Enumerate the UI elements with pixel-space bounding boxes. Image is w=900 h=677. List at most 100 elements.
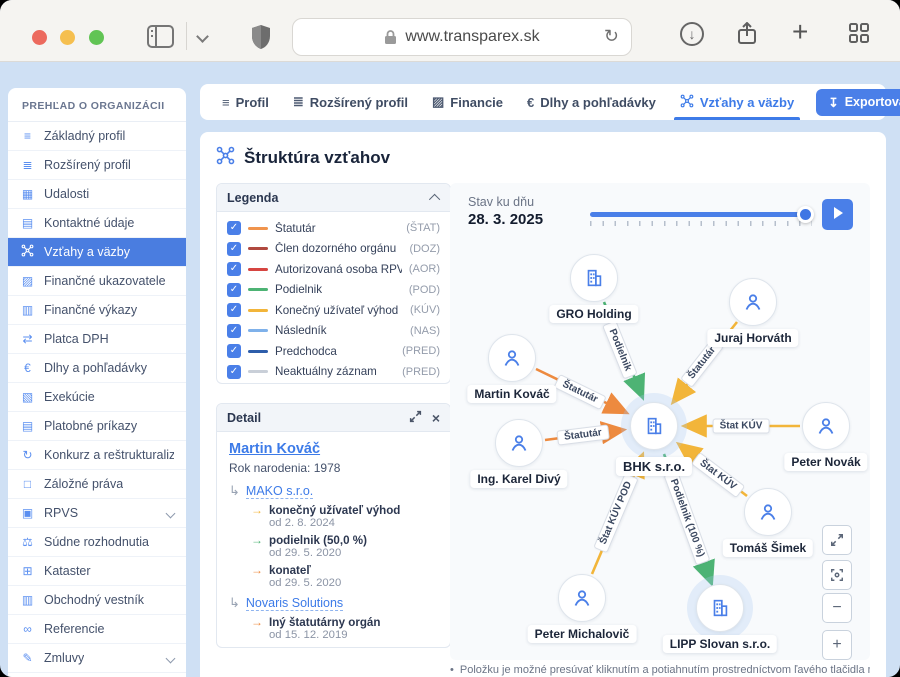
timeline-slider-thumb[interactable]	[797, 206, 814, 223]
tab-dlhy-a-pohladavky[interactable]: € Dlhy a pohľadávky	[527, 94, 656, 110]
tab-profil[interactable]: ≡ Profil	[222, 94, 269, 110]
sidebar-item-financne-ukazovatele[interactable]: ▨ Finančné ukazovatele	[8, 267, 186, 296]
chevron-down-icon	[165, 508, 176, 518]
calendar-icon: ▦	[21, 187, 34, 201]
company-link-novaris[interactable]: Novaris Solutions	[245, 595, 344, 611]
status-date: 28. 3. 2025	[468, 211, 544, 228]
legend-row-pod: ✓ Podielnik (POD)	[227, 280, 440, 301]
close-window-button[interactable]	[32, 30, 47, 45]
sidebar-item-kontaktne-udaje[interactable]: ▤ Kontaktné údaje	[8, 209, 186, 238]
reload-icon[interactable]: ↻	[603, 26, 619, 46]
company-icon[interactable]	[696, 584, 744, 632]
role-arrow-icon: →	[251, 503, 263, 517]
zoom-out-button[interactable]: −	[822, 593, 852, 623]
checkbox-checked[interactable]: ✓	[227, 241, 241, 256]
tax-icon: ⇄	[22, 332, 33, 346]
legend-panel: Legenda ✓ Štatutár (ŠTAT) ✓ Člen dozorného …	[216, 183, 451, 384]
birth-year: Rok narodenia: 1978	[229, 461, 341, 475]
export-button[interactable]: ↧Exportovať	[816, 88, 900, 116]
tab-financie[interactable]: ▨ Financie	[431, 94, 504, 110]
list-plus-icon: ≣	[292, 94, 304, 109]
checkbox-checked[interactable]: ✓	[227, 282, 241, 297]
person-icon[interactable]	[495, 419, 543, 467]
person-icon[interactable]	[488, 334, 536, 382]
person-icon[interactable]	[744, 488, 792, 536]
restructuring-icon: ↻	[22, 448, 33, 462]
role-arrow-icon: →	[251, 615, 263, 629]
fit-view-button[interactable]	[822, 525, 852, 555]
lock-icon	[385, 30, 397, 44]
center-view-button[interactable]	[822, 560, 852, 590]
relations-card: Štruktúra vzťahov Legenda ✓ Štatutár (ŠTAT…	[200, 132, 886, 677]
sidebar-item-zalozne-prava[interactable]: □ Záložné práva	[8, 470, 186, 499]
person-icon[interactable]	[558, 574, 606, 622]
edge-label: Štat KÚV	[712, 418, 770, 434]
branch-arrow-icon: ↳	[229, 595, 240, 610]
checkbox-checked[interactable]: ✓	[227, 323, 241, 338]
new-tab-icon[interactable]: +	[792, 16, 809, 47]
checkbox-checked[interactable]: ✓	[227, 364, 241, 379]
role-item: → Iný štatutárny orgán od 15. 12. 2019	[251, 615, 381, 641]
sidebar-item-konkurz[interactable]: ↻Konkurz a reštrukturalizácia	[8, 441, 186, 470]
sidebar-item-udalosti[interactable]: ▦ Udalosti	[8, 180, 186, 209]
sidebar-item-dlhy-a-pohladavky[interactable]: € Dlhy a pohľadávky	[8, 354, 186, 383]
sidebar-item-financne-vykazy[interactable]: ▥ Finančné výkazy	[8, 296, 186, 325]
invoice-icon: ▤	[21, 419, 34, 433]
address-bar[interactable]: www.transparex.sk ↻	[292, 18, 632, 56]
profile-tabbar: ≡ Profil ≣ Rozšírený profil ▨ Financie € Dlh…	[200, 84, 900, 120]
person-link[interactable]: Martin Kováč	[229, 441, 321, 457]
checkbox-checked[interactable]: ✓	[227, 221, 241, 236]
zoom-window-button[interactable]	[89, 30, 104, 45]
close-icon[interactable]: ×	[431, 409, 440, 426]
share-icon[interactable]	[736, 21, 758, 51]
sidebar-item-sudne-rozhodnutia[interactable]: ⚖ Súdne rozhodnutia	[8, 528, 186, 557]
sidebar-item-obchodny-vestnik[interactable]: ▥ Obchodný vestník	[8, 586, 186, 615]
minimize-window-button[interactable]	[60, 30, 75, 45]
tab-overview-icon[interactable]	[848, 22, 870, 49]
sidebar-toggle-icon[interactable]	[147, 25, 174, 48]
legend-row-statutar: ✓ Štatutár (ŠTAT)	[227, 218, 440, 239]
map-icon: ⊞	[22, 564, 33, 578]
privacy-shield-icon[interactable]	[250, 24, 272, 55]
contract-icon: ✎	[22, 651, 33, 665]
tab-vztahy-a-vazby[interactable]: Vzťahy a väzby	[670, 84, 804, 120]
play-button[interactable]	[822, 199, 853, 230]
sidebar-item-referencie[interactable]: ∞ Referencie	[8, 615, 186, 644]
collapse-chevron-icon[interactable]	[428, 193, 441, 205]
sidebar-item-platobne-prikazy[interactable]: ▤ Platobné príkazy	[8, 412, 186, 441]
downloads-icon[interactable]: ↓	[680, 22, 704, 46]
legend-body: ✓ Štatutár (ŠTAT) ✓ Člen dozorného orgánu (D…	[217, 212, 450, 383]
legend-row-pred: ✓ Predchodca (PRED)	[227, 341, 440, 362]
tab-rozsireny-profil[interactable]: ≣ Rozšírený profil	[292, 94, 408, 110]
network-icon	[680, 94, 694, 111]
sidebar-item-zmluvy[interactable]: ✎ Zmluvy	[8, 644, 186, 673]
link-icon: ∞	[23, 622, 32, 636]
zoom-in-button[interactable]: +	[822, 630, 852, 660]
sidebar-item-rpvs[interactable]: ▣ RPVS	[8, 499, 186, 528]
expand-icon[interactable]	[409, 410, 422, 426]
timeline-slider-track[interactable]	[590, 212, 812, 217]
sidebar-item-zakladny-profil[interactable]: ≡ Základný profil	[8, 122, 186, 151]
person-icon[interactable]	[802, 402, 850, 450]
sidebar-item-exekucie[interactable]: ▧ Exekúcie	[8, 383, 186, 412]
bulletin-icon: ▥	[21, 593, 34, 607]
role-item: → podielnik (50,0 %) od 29. 5. 2020	[251, 533, 367, 559]
company-icon[interactable]	[570, 254, 618, 302]
divider	[186, 22, 187, 50]
checkbox-checked[interactable]: ✓	[227, 303, 241, 318]
page-title: Štruktúra vzťahov	[244, 148, 391, 167]
sidebar-item-platca-dph[interactable]: ⇄ Platca DPH	[8, 325, 186, 354]
company-link-mako[interactable]: MAKO s.r.o.	[245, 483, 314, 499]
company-icon[interactable]	[630, 402, 678, 450]
legend-color-line	[248, 267, 268, 271]
checkbox-checked[interactable]: ✓	[227, 344, 241, 359]
chevron-down-icon[interactable]	[196, 30, 209, 43]
sidebar-item-kataster[interactable]: ⊞ Kataster	[8, 557, 186, 586]
checkbox-checked[interactable]: ✓	[227, 262, 241, 277]
sidebar-item-rozsireny-profil[interactable]: ≣ Rozšírený profil	[8, 151, 186, 180]
sidebar-item-vztahy-a-vazby[interactable]: Vzťahy a väzby	[8, 238, 186, 267]
person-icon[interactable]	[729, 278, 777, 326]
url-text: www.transparex.sk	[405, 28, 540, 45]
legend-color-line	[248, 308, 268, 312]
download-icon: ↧	[828, 95, 839, 110]
